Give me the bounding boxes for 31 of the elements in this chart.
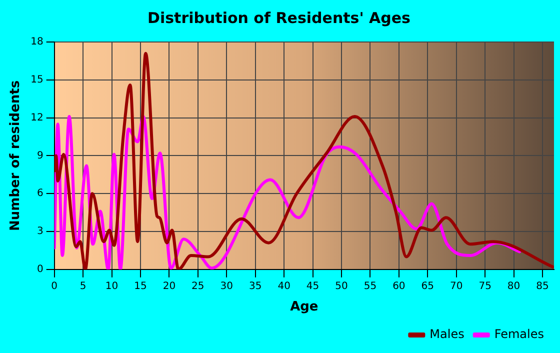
y-tick-label: 18 bbox=[30, 36, 44, 48]
y-tick-label: 0 bbox=[36, 264, 44, 275]
y-tick-label: 15 bbox=[30, 74, 44, 86]
x-tick-label: 5 bbox=[80, 280, 86, 292]
y-tick-label: 3 bbox=[36, 226, 44, 238]
x-axis-title: Age bbox=[290, 300, 318, 315]
x-tick-label: 0 bbox=[51, 280, 58, 292]
x-tick-label: 40 bbox=[278, 280, 290, 292]
y-tick-label: 6 bbox=[36, 188, 44, 200]
y-tick-label: 12 bbox=[30, 112, 44, 124]
x-tick-label: 60 bbox=[392, 280, 406, 292]
x-tick-label: 70 bbox=[450, 280, 463, 292]
line-series bbox=[54, 115, 522, 270]
x-tick-label: 50 bbox=[335, 280, 348, 292]
x-tick-label: 75 bbox=[478, 280, 492, 292]
x-tick-label: 55 bbox=[364, 280, 377, 292]
x-tick-label: 45 bbox=[306, 280, 320, 292]
y-axis-title: Number of residents bbox=[8, 80, 24, 232]
x-tick-label: 80 bbox=[507, 280, 520, 292]
chart-title: Distribution of Residents' Ages bbox=[148, 8, 411, 27]
x-tick-label: 30 bbox=[220, 280, 233, 292]
x-tick-label: 15 bbox=[134, 280, 147, 292]
y-tick-label: 9 bbox=[36, 150, 44, 162]
x-tick-label: 10 bbox=[105, 280, 118, 292]
legend-label: Males bbox=[430, 327, 464, 342]
legend-label: Females bbox=[494, 327, 544, 342]
x-tick-label: 85 bbox=[536, 280, 549, 292]
x-tick-label: 25 bbox=[192, 280, 204, 292]
x-tick-label: 20 bbox=[162, 280, 176, 292]
x-tick-label: 35 bbox=[248, 280, 262, 292]
x-tick-label: 65 bbox=[421, 280, 434, 292]
